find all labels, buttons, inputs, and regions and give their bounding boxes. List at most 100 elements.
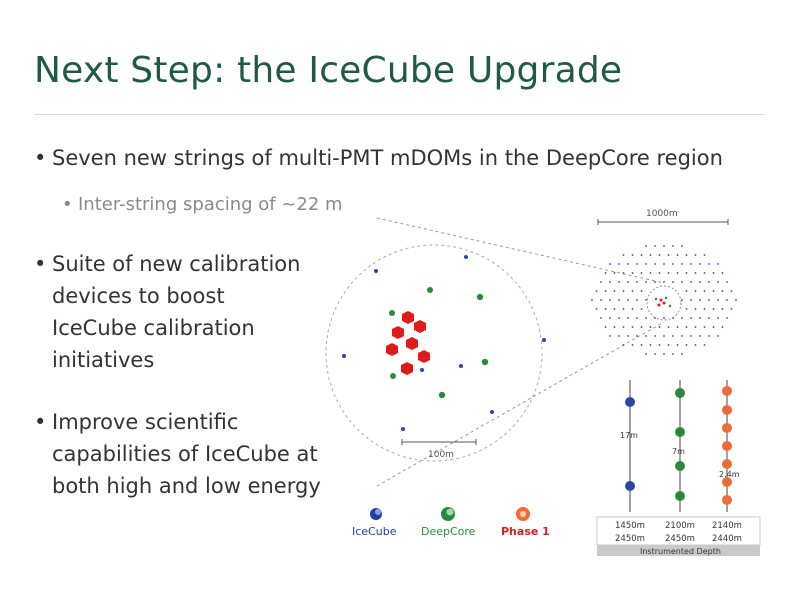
array-string-dot bbox=[609, 263, 611, 265]
array-string-dot bbox=[631, 254, 634, 256]
array-string-dot bbox=[654, 263, 656, 265]
array-string-dot bbox=[690, 281, 692, 283]
array-string-dot bbox=[618, 299, 620, 301]
array-string-dot bbox=[694, 254, 697, 256]
array-string-dot bbox=[600, 281, 602, 283]
array-string-dot bbox=[721, 308, 724, 310]
array-string-dot bbox=[613, 290, 616, 292]
bullet-3: • Improve scientific capabilities of Ice… bbox=[34, 406, 321, 502]
full-array-core bbox=[654, 296, 672, 308]
array-string-dot bbox=[685, 272, 688, 274]
array-string-dot bbox=[721, 272, 724, 274]
zoom-connector-line bbox=[376, 217, 665, 284]
array-string-dot bbox=[681, 263, 683, 265]
array-string-dot bbox=[703, 272, 706, 274]
array-string-dot bbox=[604, 326, 607, 328]
array-string-dot bbox=[721, 290, 724, 292]
array-string-dot bbox=[690, 335, 692, 337]
legend-deepcore-label: DeepCore bbox=[421, 525, 476, 538]
array-string-dot bbox=[654, 245, 656, 247]
string-deepcore bbox=[675, 380, 685, 512]
array-string-dot bbox=[636, 317, 638, 319]
array-string-dot bbox=[672, 263, 674, 265]
array-string-dot bbox=[712, 308, 715, 310]
array-string-dot bbox=[636, 299, 638, 301]
sub-bullet-1: • Inter-string spacing of ~22 m bbox=[62, 194, 343, 215]
array-string-dot bbox=[622, 254, 625, 256]
array-string-dot bbox=[627, 335, 629, 337]
array-string-dot bbox=[703, 326, 706, 328]
array-string-dot bbox=[663, 317, 665, 319]
array-string-dot bbox=[609, 299, 611, 301]
array-string-dot bbox=[622, 290, 625, 292]
array-string-dot bbox=[636, 281, 638, 283]
array-string-dot bbox=[622, 272, 625, 274]
zoom-scale-label: 100m bbox=[428, 450, 454, 460]
full-array-scale-bar bbox=[597, 219, 729, 225]
array-string-dot bbox=[699, 335, 701, 337]
array-string-dot bbox=[667, 254, 670, 256]
array-string-dot bbox=[640, 308, 643, 310]
array-string-dot bbox=[717, 299, 719, 301]
legend-phase1-label: Phase 1 bbox=[501, 525, 550, 538]
bullet-2: • Suite of new calibration devices to bo… bbox=[34, 248, 301, 376]
deepcore-strings-zoom bbox=[389, 287, 489, 399]
array-string-dot bbox=[631, 344, 634, 346]
icecube-strings-zoom bbox=[342, 255, 546, 431]
array-string-dot bbox=[663, 263, 665, 265]
array-string-dot bbox=[604, 290, 607, 292]
title-divider bbox=[34, 114, 764, 115]
array-string-dot bbox=[726, 281, 728, 283]
array-string-dot bbox=[717, 317, 719, 319]
array-string-dot bbox=[645, 353, 647, 355]
array-string-dot bbox=[676, 272, 679, 274]
bullet-3-line: both high and low energy bbox=[52, 474, 321, 498]
bullet-2-line: initiatives bbox=[52, 348, 155, 372]
array-string-dot bbox=[622, 344, 625, 346]
array-string-dot bbox=[645, 245, 647, 247]
array-string-dot bbox=[672, 245, 674, 247]
depth-top: 2140m bbox=[712, 521, 742, 531]
array-string-dot bbox=[681, 335, 683, 337]
array-string-dot bbox=[663, 281, 665, 283]
array-string-dot bbox=[708, 335, 710, 337]
array-string-dot bbox=[645, 263, 647, 265]
array-string-dot bbox=[663, 353, 665, 355]
bullet-dot: • bbox=[34, 252, 47, 276]
array-string-dot bbox=[645, 317, 647, 319]
array-string-dot bbox=[640, 290, 643, 292]
array-string-dot bbox=[618, 317, 620, 319]
legend-icecube-marker bbox=[370, 508, 382, 520]
array-string-dot bbox=[658, 326, 661, 328]
array-string-dot bbox=[627, 317, 629, 319]
array-string-dot bbox=[712, 326, 715, 328]
icecube-spacing-label: 17m bbox=[620, 431, 638, 440]
array-string-dot bbox=[658, 254, 661, 256]
array-string-dot bbox=[591, 299, 593, 301]
array-string-dot bbox=[640, 254, 643, 256]
array-string-dot bbox=[613, 308, 616, 310]
array-string-dot bbox=[604, 308, 607, 310]
bullet-1-text: Seven new strings of multi-PMT mDOMs in … bbox=[52, 146, 723, 170]
array-string-dot bbox=[649, 254, 652, 256]
bullet-3-line: capabilities of IceCube at bbox=[52, 442, 318, 466]
array-string-dot bbox=[622, 308, 625, 310]
array-string-dot bbox=[609, 317, 611, 319]
array-string-dot bbox=[649, 344, 652, 346]
phase1-spacing-label: 2.4m bbox=[719, 470, 740, 479]
legend-icecube-label: IceCube bbox=[352, 525, 397, 538]
array-string-dot bbox=[627, 299, 629, 301]
array-string-dot bbox=[631, 290, 634, 292]
array-string-dot bbox=[703, 344, 706, 346]
array-string-dot bbox=[645, 281, 647, 283]
array-string-dot bbox=[703, 290, 706, 292]
zoom-scale-bar bbox=[401, 439, 477, 445]
array-string-dot bbox=[636, 335, 638, 337]
array-string-dot bbox=[685, 290, 688, 292]
bullet-2-line: Suite of new calibration bbox=[52, 252, 301, 276]
bullet-1: • Seven new strings of multi-PMT mDOMs i… bbox=[34, 142, 723, 174]
array-string-dot bbox=[681, 245, 683, 247]
full-array-strings bbox=[591, 245, 737, 355]
array-string-dot bbox=[631, 272, 634, 274]
